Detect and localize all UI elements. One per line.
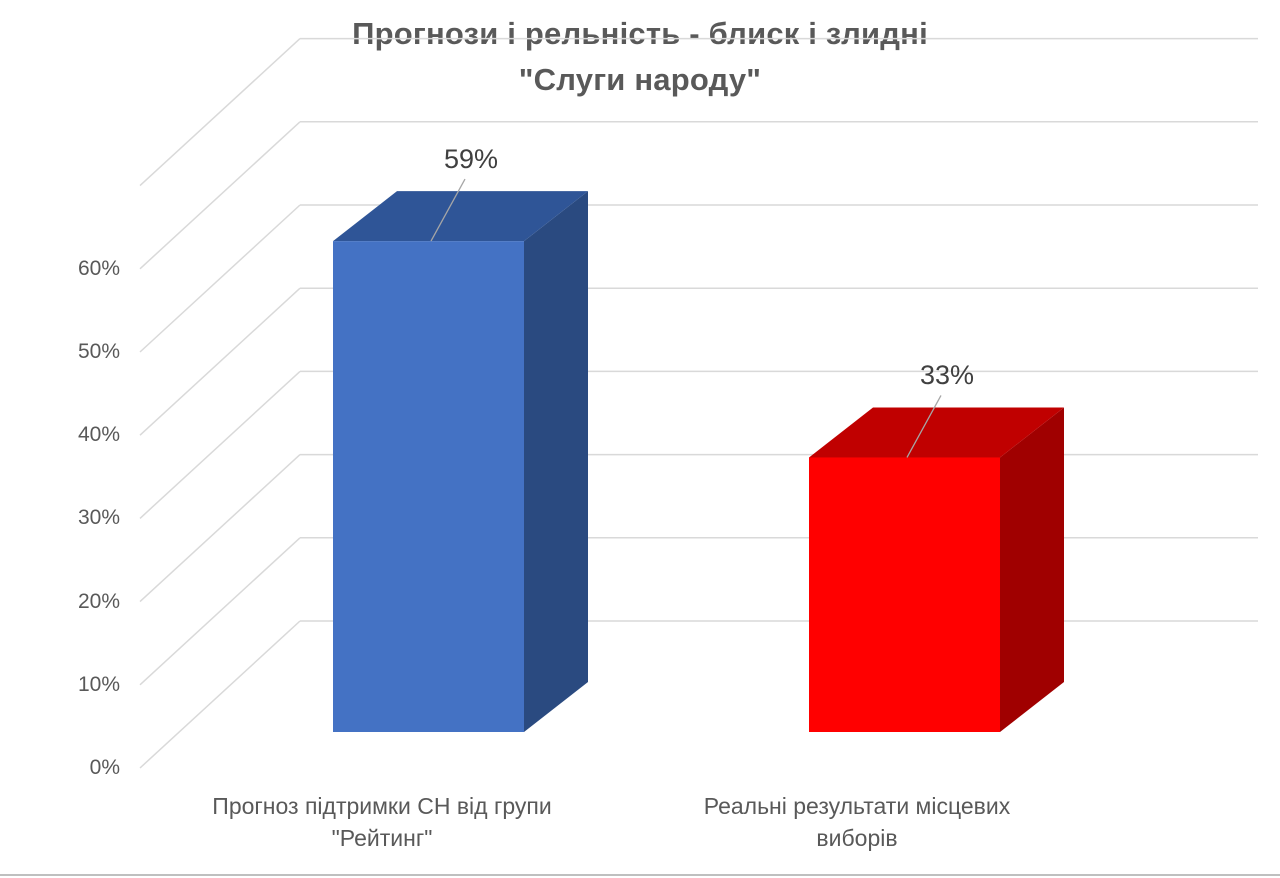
- chart-title-line-1: Прогнози і рельність - блиск і злидні: [352, 16, 928, 51]
- gridline-diagonal: [139, 204, 301, 353]
- gridline-diagonal: [139, 121, 301, 270]
- gridline-diagonal: [139, 38, 301, 187]
- data-label-leader-1: [430, 178, 466, 242]
- gridline-diagonal: [139, 454, 301, 603]
- y-tick-label: 10%: [77, 672, 120, 696]
- bar-2: [809, 457, 1000, 732]
- y-tick-label: 60%: [77, 256, 120, 280]
- y-tick-label: 0%: [89, 756, 120, 779]
- data-label-2: 33%: [919, 360, 975, 391]
- gridline-diagonal: [139, 370, 301, 519]
- x-category-label-line: Реальні результати місцевих: [703, 793, 1011, 819]
- bar-side-1: [524, 191, 588, 732]
- y-tick-label: 20%: [77, 589, 120, 613]
- gridline-diagonal: [139, 537, 301, 686]
- y-tick-label: 50%: [77, 340, 120, 363]
- x-category-label-line: Прогноз підтримки СН від групи: [212, 793, 552, 819]
- x-category-label-1: Прогноз підтримки СН від групи "Рейтинг": [152, 790, 612, 854]
- bottom-divider: [0, 874, 1280, 876]
- data-label-1: 59%: [443, 144, 499, 175]
- x-category-label-line: "Рейтинг": [331, 825, 433, 851]
- bar-top-2: [809, 407, 1064, 458]
- y-tick-label: 40%: [77, 423, 120, 447]
- bar-1: [333, 241, 524, 732]
- chart-title-line-2: "Слуги народу": [518, 62, 762, 97]
- x-category-label-line: виборів: [816, 825, 898, 851]
- bar-top-1: [333, 191, 588, 242]
- bar-side-2: [1000, 407, 1064, 732]
- x-category-label-2: Реальні результати місцевих виборів: [627, 790, 1087, 854]
- gridline-diagonal: [139, 620, 301, 769]
- gridline-diagonal: [139, 287, 301, 436]
- y-tick-label: 30%: [77, 506, 120, 530]
- data-label-leader-2: [906, 395, 942, 458]
